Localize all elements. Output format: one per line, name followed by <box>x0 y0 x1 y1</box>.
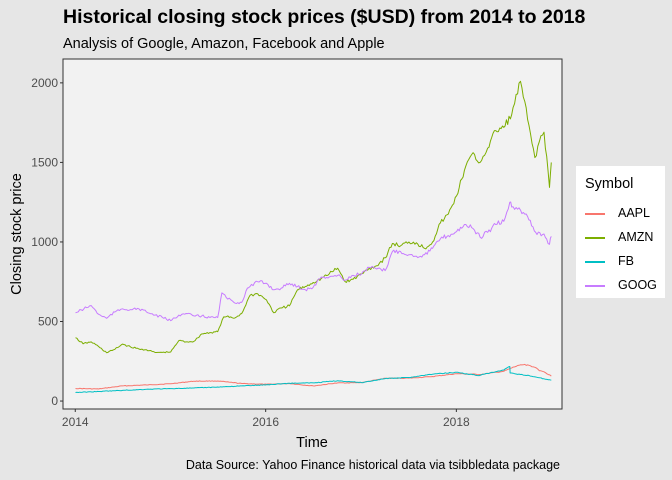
plot-panel <box>62 58 563 410</box>
x-tick-label: 2014 <box>62 415 89 429</box>
legend-label: AAPL <box>618 206 650 220</box>
y-tick-label: 1500 <box>31 155 58 169</box>
legend-item-goog: GOOG <box>576 274 665 298</box>
y-tick-label: 500 <box>38 315 58 329</box>
legend-label: AMZN <box>618 230 654 244</box>
series-lines <box>75 80 552 393</box>
y-tick-label: 1000 <box>31 235 58 249</box>
legend-item-amzn: AMZN <box>576 226 665 250</box>
y-tick-label: 2000 <box>31 76 58 90</box>
legend: Symbol AAPL AMZN FB GOOG <box>576 166 665 298</box>
series-line-amzn <box>75 80 552 354</box>
y-axis-title: Closing stock price <box>9 173 25 295</box>
x-tick-label: 2018 <box>443 415 470 429</box>
legend-item-aapl: AAPL <box>576 202 665 226</box>
x-axis: 2014 2016 2018 <box>62 409 470 429</box>
series-line-goog <box>75 201 552 322</box>
series-line-fb <box>75 366 552 393</box>
legend-label: GOOG <box>618 278 657 292</box>
legend-key <box>585 285 605 287</box>
legend-key <box>585 261 605 263</box>
chart-caption: Data Source: Yahoo Finance historical da… <box>185 458 560 472</box>
y-axis: 0 500 1000 1500 2000 <box>31 76 63 408</box>
chart-title: Historical closing stock prices ($USD) f… <box>63 6 586 28</box>
x-tick-label: 2016 <box>252 415 279 429</box>
legend-item-fb: FB <box>576 250 665 274</box>
legend-key <box>585 237 605 239</box>
x-axis-title: Time <box>296 435 328 451</box>
legend-key <box>585 213 605 215</box>
legend-label: FB <box>618 254 634 268</box>
chart-subtitle: Analysis of Google, Amazon, Facebook and… <box>63 36 385 52</box>
y-tick-label: 0 <box>51 394 58 408</box>
legend-title: Symbol <box>585 176 634 192</box>
